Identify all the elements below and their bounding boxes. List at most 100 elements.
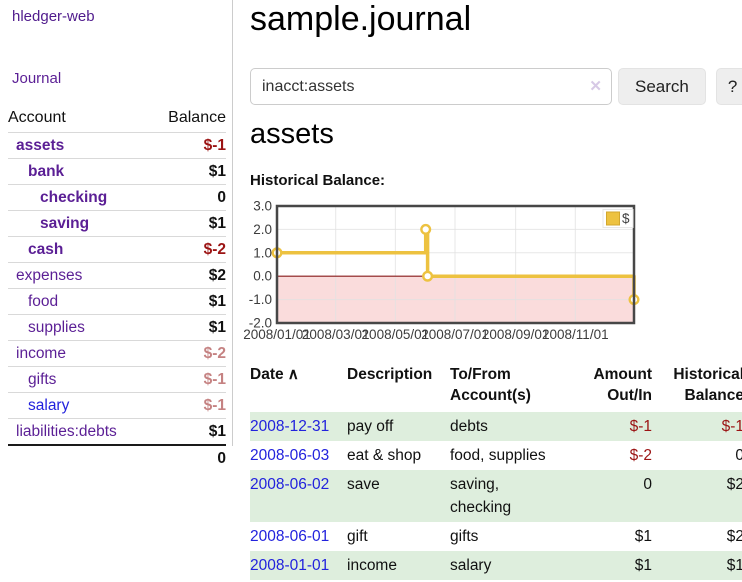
account-row: assets $-1: [8, 132, 226, 158]
page-title: sample.journal: [250, 0, 472, 38]
account-link[interactable]: expenses: [16, 267, 83, 284]
accounts-total-row: 0: [8, 444, 226, 471]
transaction-date-link[interactable]: 2008-06-02: [250, 476, 330, 493]
account-balance: $-2: [203, 345, 226, 362]
transaction-accounts-cell: gifts: [450, 522, 574, 551]
transaction-date-link[interactable]: 2008-06-01: [250, 528, 330, 545]
column-header-date[interactable]: Date ∧: [250, 366, 299, 383]
sidebar-item-journal[interactable]: Journal: [12, 70, 62, 87]
y-axis-tick-label: -2.0: [249, 316, 272, 331]
transaction-amount-cell: $-2: [574, 441, 652, 470]
y-axis-tick-label: -1.0: [249, 292, 272, 307]
account-link[interactable]: salary: [28, 397, 70, 414]
account-row: bank $1: [8, 158, 226, 184]
data-point-marker[interactable]: [420, 223, 432, 235]
transaction-date-cell: 2008-12-31: [250, 412, 347, 441]
search-help-button[interactable]: ?: [715, 68, 742, 105]
account-row: income $-2: [8, 340, 226, 366]
account-balance: $1: [208, 215, 226, 232]
transaction-date-link[interactable]: 2008-12-31: [250, 418, 330, 435]
y-axis-tick-label: 3.0: [253, 199, 272, 214]
transaction-balance: $2: [726, 476, 742, 493]
account-heading: assets: [250, 118, 334, 150]
transaction-row: 2008-06-02 save saving, checking 0 $2: [250, 470, 742, 522]
account-row: salary $-1: [8, 392, 226, 418]
search-button[interactable]: Search: [618, 68, 706, 105]
account-link[interactable]: bank: [28, 163, 65, 180]
historical-balance-chart[interactable]: $3.0 2.0 1.0 0.0 -1.0 -2.02008/01/012008/03/0…: [243, 199, 640, 345]
transaction-balance: $1: [726, 557, 742, 574]
account-link[interactable]: food: [28, 293, 59, 310]
transaction-balance: $-1: [721, 418, 742, 435]
transaction-date-link[interactable]: 2008-06-03: [250, 447, 330, 464]
account-balance: $1: [208, 163, 226, 180]
total-balance: 0: [217, 450, 226, 467]
x-axis-tick-label: 2008/01/01: [243, 327, 311, 342]
register-table: Date ∧ Description To/From Account(s) Amount…: [250, 360, 742, 580]
account-row: checking 0: [8, 184, 226, 210]
transaction-accounts-cell: saving, checking: [450, 470, 574, 522]
transaction-date-cell: 2008-06-02: [250, 470, 347, 522]
balance-column-header: Balance: [168, 109, 226, 126]
account-link[interactable]: liabilities:debts: [16, 423, 117, 440]
accounts-table-header: Account Balance: [8, 105, 226, 132]
account-row: supplies $1: [8, 314, 226, 340]
x-axis-tick-label: 2008/03/01: [302, 327, 370, 342]
account-balance: $1: [208, 319, 226, 336]
transaction-amount: 0: [643, 476, 652, 493]
main-content: sample.journal ✕ Search ? assets Histori…: [243, 0, 742, 582]
account-row: gifts $-1: [8, 366, 226, 392]
transaction-accounts: salary: [450, 557, 492, 574]
brand-link[interactable]: hledger-web: [12, 8, 95, 25]
data-point-marker[interactable]: [422, 270, 434, 282]
account-row: saving $1: [8, 210, 226, 236]
account-link[interactable]: supplies: [28, 319, 85, 336]
register-table-header: Date ∧ Description To/From Account(s) Amount…: [250, 360, 742, 412]
transaction-accounts: gifts: [450, 528, 479, 545]
account-link[interactable]: assets: [16, 137, 65, 154]
column-header-description[interactable]: Description: [347, 366, 433, 383]
sidebar: hledger-web Journal Account Balance asse…: [0, 0, 233, 467]
transaction-row: 2008-06-01 gift gifts $1 $2: [250, 522, 742, 551]
transaction-amount: $-2: [629, 447, 652, 464]
transaction-description: save: [347, 476, 380, 493]
transaction-balance-cell: 0: [652, 441, 742, 470]
transaction-date-link[interactable]: 2008-01-01: [250, 557, 330, 574]
account-row: expenses $2: [8, 262, 226, 288]
transaction-accounts: food, supplies: [450, 447, 546, 464]
transaction-description: gift: [347, 528, 368, 545]
x-axis-tick-label: 2008/07/01: [421, 327, 489, 342]
account-link[interactable]: gifts: [28, 371, 57, 388]
transaction-amount: $1: [634, 557, 652, 574]
clear-search-icon[interactable]: ✕: [589, 78, 602, 95]
transaction-balance: 0: [735, 447, 742, 464]
account-link[interactable]: income: [16, 345, 66, 362]
x-axis-tick-label: 2008/05/01: [362, 327, 430, 342]
column-header-historical-balance[interactable]: Historical Balance: [673, 366, 742, 404]
account-link[interactable]: checking: [40, 189, 108, 206]
transaction-accounts: saving, checking: [450, 476, 512, 516]
transaction-row: 2008-01-01 income salary $1 $1: [250, 551, 742, 580]
account-link[interactable]: cash: [28, 241, 64, 258]
transaction-row: 2008-12-31 pay off debts $-1 $-1: [250, 412, 742, 441]
transaction-amount-cell: $1: [574, 522, 652, 551]
transaction-amount-cell: $-1: [574, 412, 652, 441]
column-header-amount-out-in[interactable]: Amount Out/In: [593, 366, 652, 404]
account-balance: $-1: [203, 137, 226, 154]
search-input[interactable]: [250, 68, 612, 105]
y-axis-tick-label: 1.0: [253, 245, 272, 260]
accounts-rows: assets $-1 bank $1 checking 0 saving $1 cash $-2 e…: [8, 132, 226, 444]
account-row: food $1: [8, 288, 226, 314]
transaction-balance-cell: $2: [652, 470, 742, 522]
search-box: ✕: [250, 68, 612, 105]
transaction-description: income: [347, 557, 397, 574]
transaction-row: 2008-06-03 eat & shop food, supplies $-2 0: [250, 441, 742, 470]
accounts-balance-table: Account Balance assets $-1 bank $1 checking 0…: [8, 105, 226, 471]
y-axis-tick-label: 0.0: [253, 269, 272, 284]
account-balance: $2: [208, 267, 226, 284]
account-link[interactable]: saving: [40, 215, 90, 232]
transaction-balance-cell: $-1: [652, 412, 742, 441]
x-axis-tick-label: 2008/09/01: [482, 327, 550, 342]
account-balance: 0: [217, 189, 226, 206]
column-header-to-from-account-s-[interactable]: To/From Account(s): [450, 366, 531, 404]
